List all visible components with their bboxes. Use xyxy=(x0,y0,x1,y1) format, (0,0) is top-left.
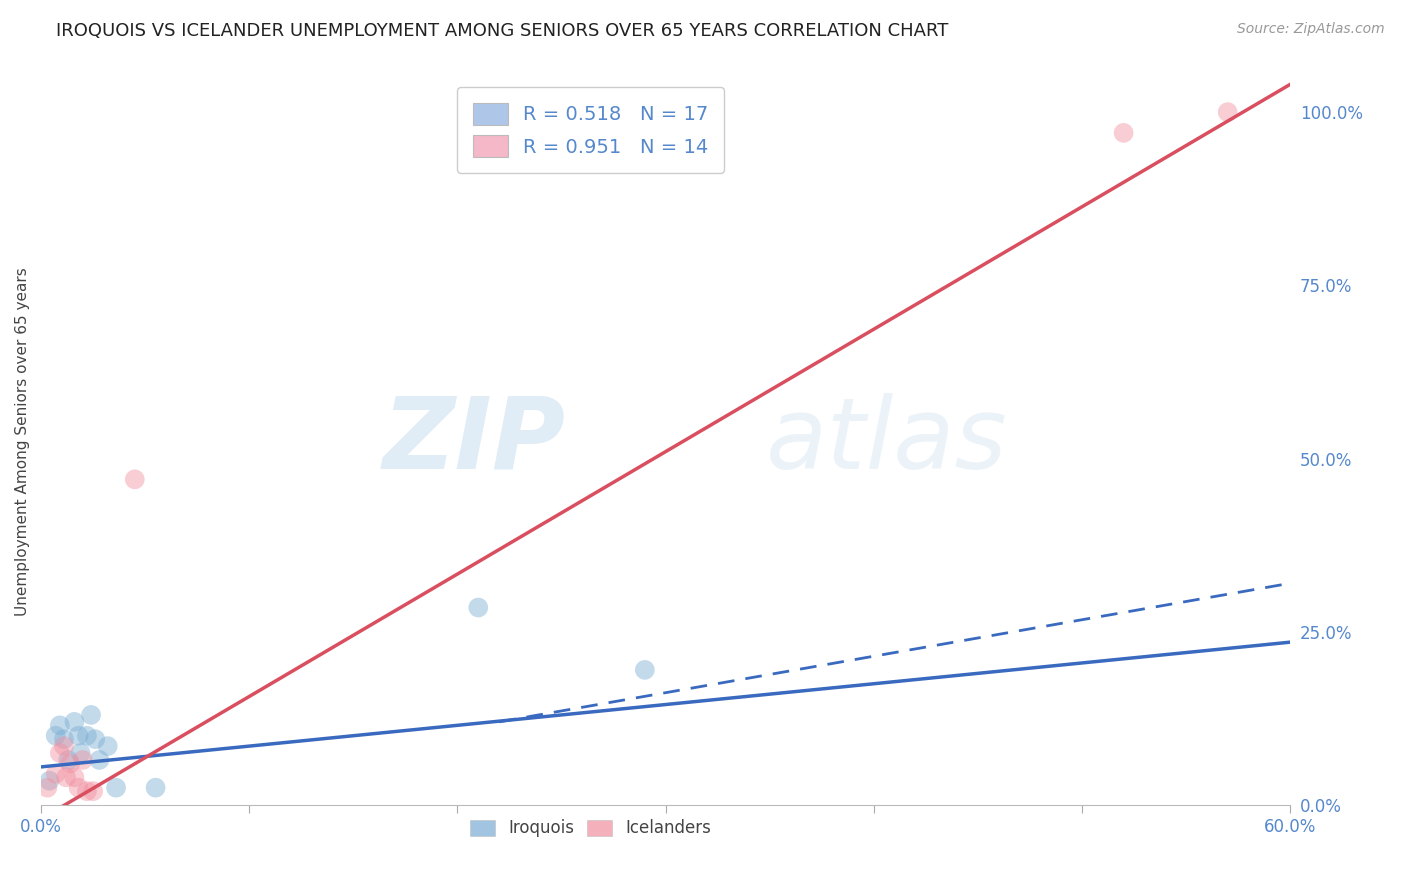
Point xyxy=(145,780,167,795)
Legend: Iroquois, Icelanders: Iroquois, Icelanders xyxy=(463,813,718,844)
Point xyxy=(80,707,103,722)
Point xyxy=(55,770,77,784)
Text: Source: ZipAtlas.com: Source: ZipAtlas.com xyxy=(1237,22,1385,37)
Point xyxy=(38,773,60,788)
Point xyxy=(76,729,98,743)
Y-axis label: Unemployment Among Seniors over 65 years: Unemployment Among Seniors over 65 years xyxy=(15,267,30,615)
Text: ZIP: ZIP xyxy=(382,392,565,490)
Point xyxy=(45,729,67,743)
Point xyxy=(49,746,72,760)
Point xyxy=(124,472,146,486)
Point xyxy=(49,718,72,732)
Point xyxy=(82,784,104,798)
Point xyxy=(45,767,67,781)
Point xyxy=(56,753,79,767)
Point xyxy=(72,753,94,767)
Text: atlas: atlas xyxy=(765,392,1007,490)
Point xyxy=(634,663,657,677)
Point xyxy=(67,780,90,795)
Point xyxy=(1216,105,1239,120)
Point xyxy=(105,780,128,795)
Point xyxy=(59,756,82,771)
Point xyxy=(69,746,91,760)
Point xyxy=(467,600,489,615)
Point xyxy=(84,732,107,747)
Point xyxy=(53,732,76,747)
Point xyxy=(63,770,86,784)
Point xyxy=(97,739,120,753)
Point xyxy=(37,780,59,795)
Point xyxy=(67,729,90,743)
Text: IROQUOIS VS ICELANDER UNEMPLOYMENT AMONG SENIORS OVER 65 YEARS CORRELATION CHART: IROQUOIS VS ICELANDER UNEMPLOYMENT AMONG… xyxy=(56,22,949,40)
Point xyxy=(89,753,111,767)
Point xyxy=(63,714,86,729)
Point xyxy=(1112,126,1135,140)
Point xyxy=(76,784,98,798)
Point xyxy=(53,739,76,753)
